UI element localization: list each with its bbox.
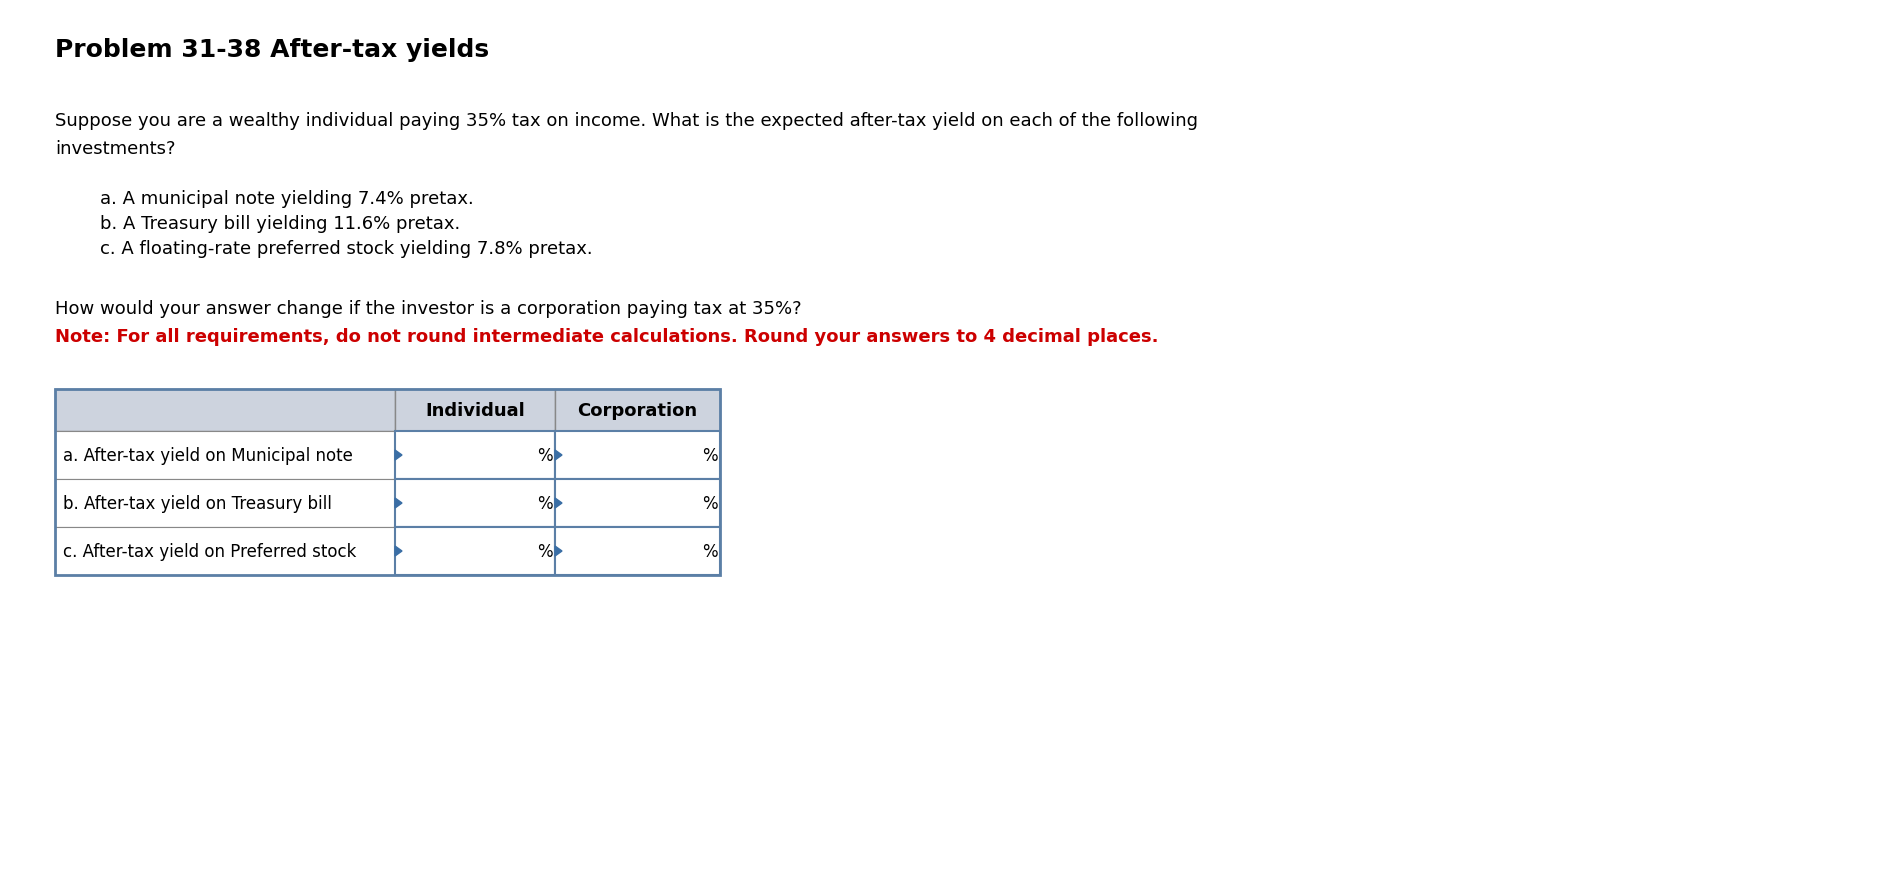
Text: investments?: investments? [55, 140, 175, 158]
Polygon shape [555, 499, 561, 508]
Text: Individual: Individual [426, 401, 525, 420]
Bar [55, 479, 396, 528]
Text: a. A municipal note yielding 7.4% pretax.: a. A municipal note yielding 7.4% pretax… [101, 190, 474, 208]
Bar [396, 390, 555, 431]
Text: Note: For all requirements, do not round intermediate calculations. Round your a: Note: For all requirements, do not round… [55, 327, 1158, 346]
Polygon shape [396, 450, 401, 460]
Text: %: % [536, 494, 553, 513]
Text: Suppose you are a wealthy individual paying 35% tax on income. What is the expec: Suppose you are a wealthy individual pay… [55, 112, 1198, 130]
Text: How would your answer change if the investor is a corporation paying tax at 35%?: How would your answer change if the inve… [55, 299, 801, 318]
Polygon shape [555, 546, 561, 557]
Polygon shape [396, 546, 401, 557]
Text: a. After-tax yield on Municipal note: a. After-tax yield on Municipal note [63, 447, 354, 464]
Text: b. After-tax yield on Treasury bill: b. After-tax yield on Treasury bill [63, 494, 331, 513]
Text: %: % [536, 543, 553, 560]
Polygon shape [555, 450, 561, 460]
Polygon shape [396, 499, 401, 508]
Text: %: % [702, 543, 717, 560]
Bar [55, 431, 396, 479]
Text: c. After-tax yield on Preferred stock: c. After-tax yield on Preferred stock [63, 543, 356, 560]
Bar [555, 390, 721, 431]
Bar [396, 431, 555, 479]
Bar [396, 479, 555, 528]
Bar [55, 390, 721, 575]
Text: Corporation: Corporation [578, 401, 698, 420]
Text: b. A Treasury bill yielding 11.6% pretax.: b. A Treasury bill yielding 11.6% pretax… [101, 215, 460, 233]
Text: Problem 31-38 After-tax yields: Problem 31-38 After-tax yields [55, 38, 489, 62]
Bar [396, 528, 555, 575]
Bar [555, 431, 721, 479]
Text: c. A floating-rate preferred stock yielding 7.8% pretax.: c. A floating-rate preferred stock yield… [101, 240, 593, 258]
Text: %: % [702, 447, 717, 464]
Bar [555, 528, 721, 575]
Bar [555, 479, 721, 528]
Bar [55, 528, 396, 575]
Text: %: % [536, 447, 553, 464]
Text: %: % [702, 494, 717, 513]
Bar [55, 390, 396, 431]
